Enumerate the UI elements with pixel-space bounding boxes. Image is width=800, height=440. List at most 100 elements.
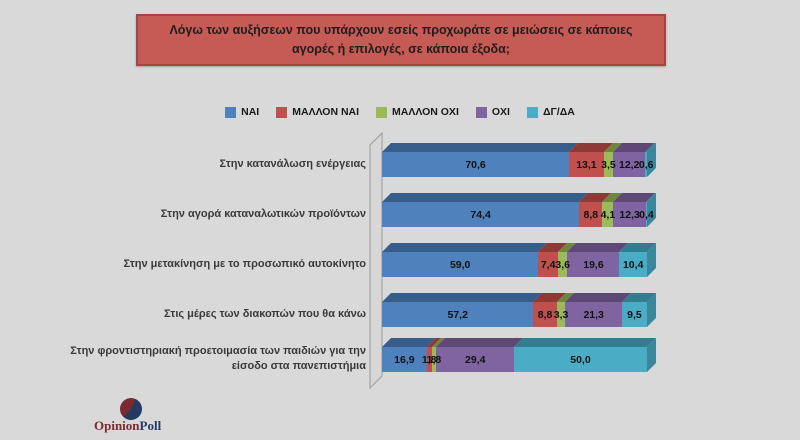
bar-segment: 19,6 xyxy=(567,252,620,277)
bar-segment: 8,8 xyxy=(579,202,603,227)
bar-segment: 29,4 xyxy=(436,347,515,372)
axis-wall xyxy=(369,132,383,389)
category-label: Στην αγορά καταναλωτικών προϊόντων xyxy=(160,207,366,220)
bar-segment: 12,3 xyxy=(613,202,646,227)
bar-segment: 59,0 xyxy=(382,252,539,277)
bar-top-face xyxy=(382,143,656,152)
bar-segment: 8,8 xyxy=(533,302,557,327)
value-label: 57,2 xyxy=(447,308,468,321)
value-label: 29,4 xyxy=(465,353,486,366)
bar-segment: 0,4 xyxy=(639,202,654,227)
bar-top-face xyxy=(382,293,657,302)
category-label: Στις μέρες των διακοπών που θα κάνω xyxy=(164,307,366,320)
bar-row: 70,6 13,1 3,5 12,2 0,6 xyxy=(382,143,656,177)
bar-segment-top xyxy=(382,143,579,152)
legend-swatch xyxy=(225,106,237,118)
legend-label: ΜΑΛΛΟΝ ΝΑΙ xyxy=(292,106,360,118)
bar-row: 74,4 8,8 4,1 12,3 0,4 xyxy=(382,193,656,227)
bar-segment: 13,1 xyxy=(569,152,604,177)
chart-title: Λόγω των αυξήσεων που υπάρχουν εσείς προ… xyxy=(169,22,633,56)
value-label: 8,8 xyxy=(583,208,599,221)
value-label: 12,3 xyxy=(619,208,640,221)
value-label: 9,5 xyxy=(627,308,642,321)
value-label: 13,1 xyxy=(576,158,597,171)
bar-segment: 10,4 xyxy=(619,252,647,277)
bar-row: 59,0 7,4 3,6 19,6 10,4 xyxy=(382,243,656,277)
bar-top-face xyxy=(382,338,656,347)
legend-label: ΝΑΙ xyxy=(241,106,260,118)
category-label: Στην μετακίνηση με το προσωπικό αυτοκίνη… xyxy=(123,257,366,270)
opinionpoll-logo: OpinionPoll xyxy=(94,398,214,436)
bar-segment-top xyxy=(514,338,656,347)
chart-legend: ΝΑΙ ΜΑΛΛΟΝ ΝΑΙ ΜΑΛΛΟΝ ΟΧΙ ΟΧΙ ΔΓ/ΔΑ xyxy=(0,106,800,118)
legend-swatch xyxy=(475,106,487,118)
legend-swatch xyxy=(276,106,288,118)
bar-row: 16,9 1,8 1,8 29,4 50,0 xyxy=(382,338,656,372)
bar-segment: 12,2 xyxy=(613,152,646,177)
bar-segment: 1,8 xyxy=(422,347,436,372)
bar-segment: 4,1 xyxy=(600,202,616,227)
bar-segment: 1,8 xyxy=(427,347,441,372)
value-label: 0,6 xyxy=(638,158,654,171)
legend-item: ΝΑΙ xyxy=(225,106,259,118)
bar-segment: 74,4 xyxy=(382,202,580,227)
legend-swatch xyxy=(526,106,538,118)
value-label: 12,2 xyxy=(618,158,640,171)
category-label: Στην κατανάλωση ενέργειας xyxy=(219,157,366,170)
value-label: 21,3 xyxy=(583,308,604,321)
value-label: 50,0 xyxy=(570,353,591,366)
bar-segment: 57,2 xyxy=(382,302,534,327)
value-label: 8,8 xyxy=(537,308,553,321)
legend-swatch xyxy=(376,106,388,118)
value-label: 70,6 xyxy=(465,158,486,171)
legend-label: ΜΑΛΛΟΝ ΟΧΙ xyxy=(392,106,459,118)
value-label: 19,6 xyxy=(583,258,604,271)
legend-label: ΔΓ/ΔΑ xyxy=(542,106,575,118)
bar-segment-top xyxy=(436,338,524,347)
bar-top-face xyxy=(382,193,656,202)
bar-top-face xyxy=(382,243,656,252)
bar-segment: 9,5 xyxy=(621,302,648,327)
bar-front-face: 16,9 1,8 1,8 29,4 50,0 xyxy=(382,347,647,372)
bar-segment-top xyxy=(565,293,631,302)
bar-segment: 7,4 xyxy=(538,252,558,277)
value-label: 0,4 xyxy=(639,208,654,221)
bar-segment-top xyxy=(382,193,589,202)
logo-text-opinion: Opinion xyxy=(94,418,140,433)
bar-segment: 70,6 xyxy=(382,152,570,177)
category-label: Στην φροντιστηριακή προετοιμασία των παι… xyxy=(70,345,366,372)
value-label: 3,6 xyxy=(555,258,571,271)
bar-front-face: 74,4 8,8 4,1 12,3 0,4 xyxy=(382,202,654,227)
bar-segment: 50,0 xyxy=(514,347,647,372)
value-label: 1,8 xyxy=(421,353,437,366)
value-label: 16,9 xyxy=(394,353,415,366)
legend-item: ΔΓ/ΔΑ xyxy=(526,106,575,118)
bar-segment: 16,9 xyxy=(382,347,427,372)
logo-text: OpinionPoll xyxy=(94,418,161,434)
legend-item: ΜΑΛΛΟΝ ΝΑΙ xyxy=(276,106,359,118)
legend-item: ΜΑΛΛΟΝ ΟΧΙ xyxy=(376,106,459,118)
value-label: 7,4 xyxy=(540,258,556,271)
bar-segment: 0,6 xyxy=(639,152,653,177)
chart-title-box: Λόγω των αυξήσεων που υπάρχουν εσείς προ… xyxy=(136,14,666,66)
bar-segment-top xyxy=(382,293,543,302)
bar-front-face: 57,2 8,8 3,3 21,3 9,5 xyxy=(382,302,648,327)
value-label: 1,8 xyxy=(426,353,442,366)
bar-segment: 3,6 xyxy=(555,252,571,277)
bar-front-face: 70,6 13,1 3,5 12,2 0,6 xyxy=(382,152,653,177)
logo-pie-icon xyxy=(120,398,142,420)
value-label: 3,5 xyxy=(601,158,616,171)
value-label: 10,4 xyxy=(622,258,644,271)
value-label: 4,1 xyxy=(600,208,616,221)
bar-segment: 3,5 xyxy=(601,152,616,177)
bar-row: 57,2 8,8 3,3 21,3 9,5 xyxy=(382,293,657,327)
legend-label: ΟΧΙ xyxy=(491,106,510,118)
bar-segment: 21,3 xyxy=(565,302,622,327)
bar-front-face: 59,0 7,4 3,6 19,6 10,4 xyxy=(382,252,647,277)
value-label: 59,0 xyxy=(449,258,471,271)
legend-item: ΟΧΙ xyxy=(475,106,510,118)
bar-segment: 3,3 xyxy=(553,302,569,327)
logo-text-poll: Poll xyxy=(139,418,162,433)
value-label: 3,3 xyxy=(553,308,569,321)
